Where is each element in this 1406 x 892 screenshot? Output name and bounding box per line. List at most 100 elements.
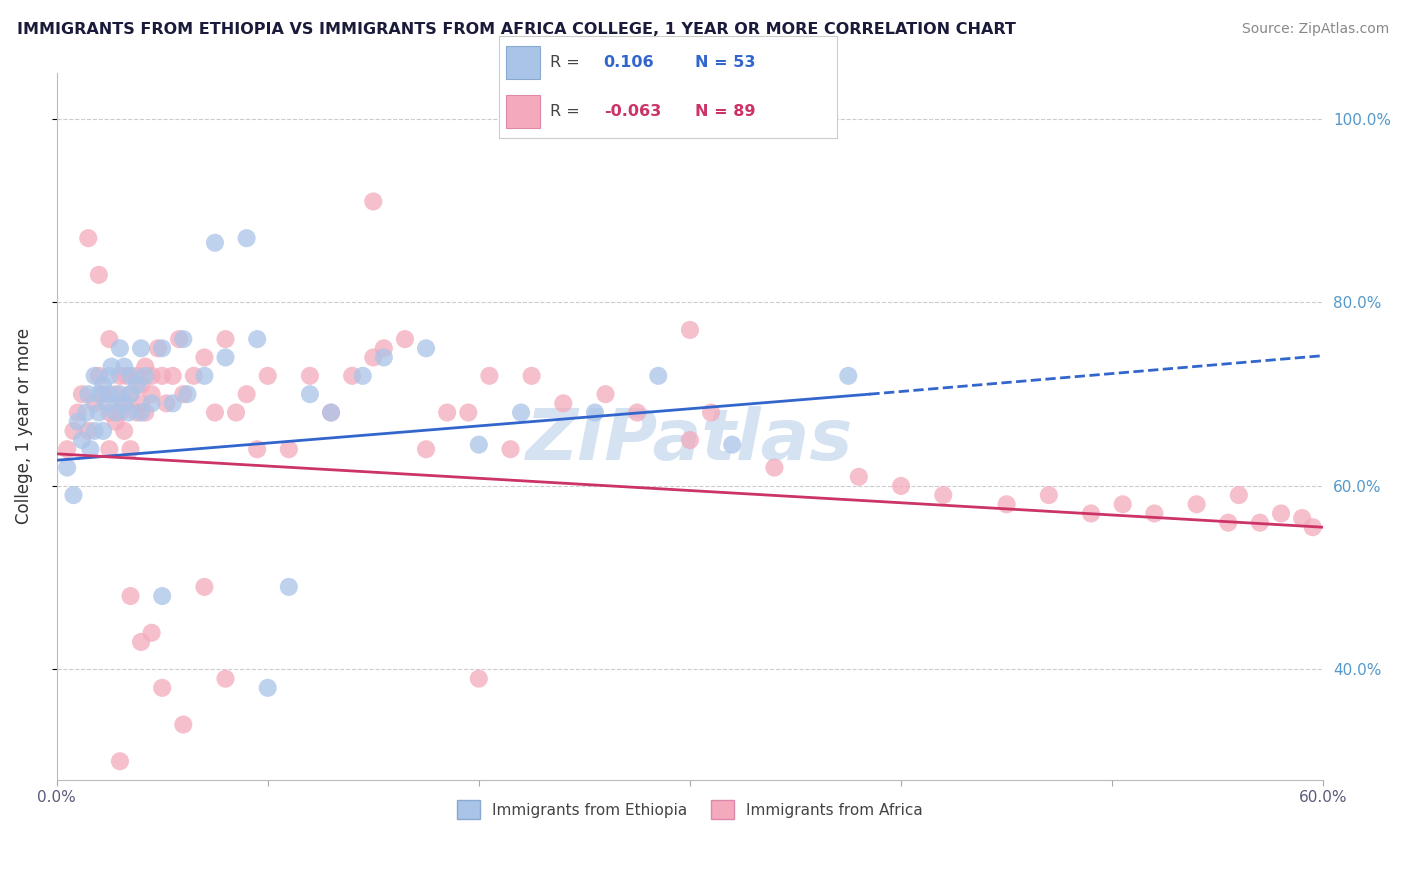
Point [277, 580, 299, 594]
Bar [506, 95, 540, 128]
Point [162, 396, 184, 410]
Point [679, 323, 702, 337]
Point [583, 405, 606, 419]
Point [120, 368, 142, 383]
Point [457, 405, 479, 419]
Point [98, 332, 121, 346]
Point [415, 341, 437, 355]
Point [108, 387, 131, 401]
Text: R =: R = [550, 104, 585, 120]
Point [56, 460, 79, 475]
Point [932, 488, 955, 502]
Point [1143, 507, 1166, 521]
Point [91, 387, 114, 401]
Point [125, 378, 148, 392]
Point [108, 341, 131, 355]
Point [87, 387, 110, 401]
Point [150, 681, 173, 695]
Point [172, 332, 194, 346]
Point [83, 368, 105, 383]
Point [1080, 507, 1102, 521]
Point [373, 351, 395, 365]
Point [77, 424, 100, 438]
Point [112, 396, 135, 410]
Point [1218, 516, 1240, 530]
Text: ZIPatlas: ZIPatlas [526, 406, 853, 475]
Point [246, 442, 269, 457]
Point [1185, 497, 1208, 511]
Point [1291, 511, 1313, 525]
Point [77, 231, 100, 245]
Text: -0.063: -0.063 [603, 104, 661, 120]
Point [108, 405, 131, 419]
Point [235, 231, 257, 245]
Point [373, 341, 395, 355]
Point [214, 351, 236, 365]
Point [176, 387, 198, 401]
Point [66, 415, 89, 429]
Point [193, 368, 215, 383]
Point [595, 387, 617, 401]
Point [214, 672, 236, 686]
Point [150, 589, 173, 603]
Point [361, 351, 384, 365]
Point [77, 387, 100, 401]
Point [553, 396, 575, 410]
Point [129, 396, 152, 410]
Point [890, 479, 912, 493]
Point [70, 387, 93, 401]
Point [647, 368, 669, 383]
Point [112, 396, 135, 410]
Point [235, 387, 257, 401]
Point [115, 368, 138, 383]
Point [98, 387, 121, 401]
Point [108, 754, 131, 768]
Point [510, 405, 533, 419]
Point [225, 405, 247, 419]
Point [1038, 488, 1060, 502]
Point [848, 469, 870, 483]
Point [141, 625, 163, 640]
Point [468, 437, 491, 451]
Point [721, 437, 744, 451]
Point [256, 681, 278, 695]
Point [1302, 520, 1324, 534]
Point [56, 442, 79, 457]
Point [193, 580, 215, 594]
Point [100, 359, 122, 374]
Point [120, 442, 142, 457]
Point [394, 332, 416, 346]
Point [679, 433, 702, 447]
Point [183, 368, 205, 383]
Point [214, 332, 236, 346]
Point [91, 378, 114, 392]
Point [75, 405, 97, 419]
Text: R =: R = [550, 54, 585, 70]
Point [172, 717, 194, 731]
Point [277, 442, 299, 457]
Point [98, 405, 121, 419]
Text: N = 53: N = 53 [695, 54, 755, 70]
Point [117, 405, 139, 419]
Point [478, 368, 501, 383]
Point [1112, 497, 1135, 511]
Point [134, 368, 156, 383]
Point [167, 332, 190, 346]
Point [626, 405, 648, 419]
Point [204, 235, 226, 250]
Y-axis label: College, 1 year or more: College, 1 year or more [15, 328, 32, 524]
Point [87, 268, 110, 282]
Point [319, 405, 342, 419]
Point [83, 424, 105, 438]
Point [155, 396, 177, 410]
Point [1249, 516, 1271, 530]
Point [319, 405, 342, 419]
Point [120, 387, 142, 401]
Text: N = 89: N = 89 [695, 104, 755, 120]
Point [162, 368, 184, 383]
Point [87, 368, 110, 383]
Point [62, 424, 84, 438]
Point [837, 368, 859, 383]
Point [995, 497, 1018, 511]
Point [112, 359, 135, 374]
